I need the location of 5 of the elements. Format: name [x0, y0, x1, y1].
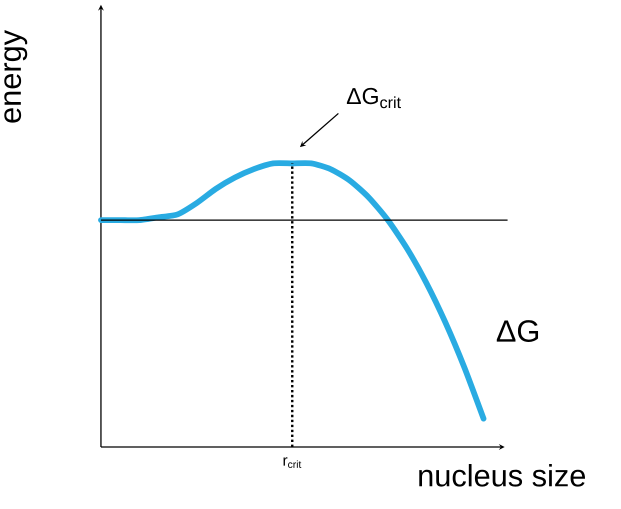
x-axis-title: nucleus size	[419, 464, 586, 487]
series-label: ΔG	[496, 320, 538, 342]
text: ΔG$_{crit}$	[346, 88, 401, 108]
text: r$_{crit}$	[284, 458, 302, 468]
y-axis-title: energy	[4, 30, 28, 123]
